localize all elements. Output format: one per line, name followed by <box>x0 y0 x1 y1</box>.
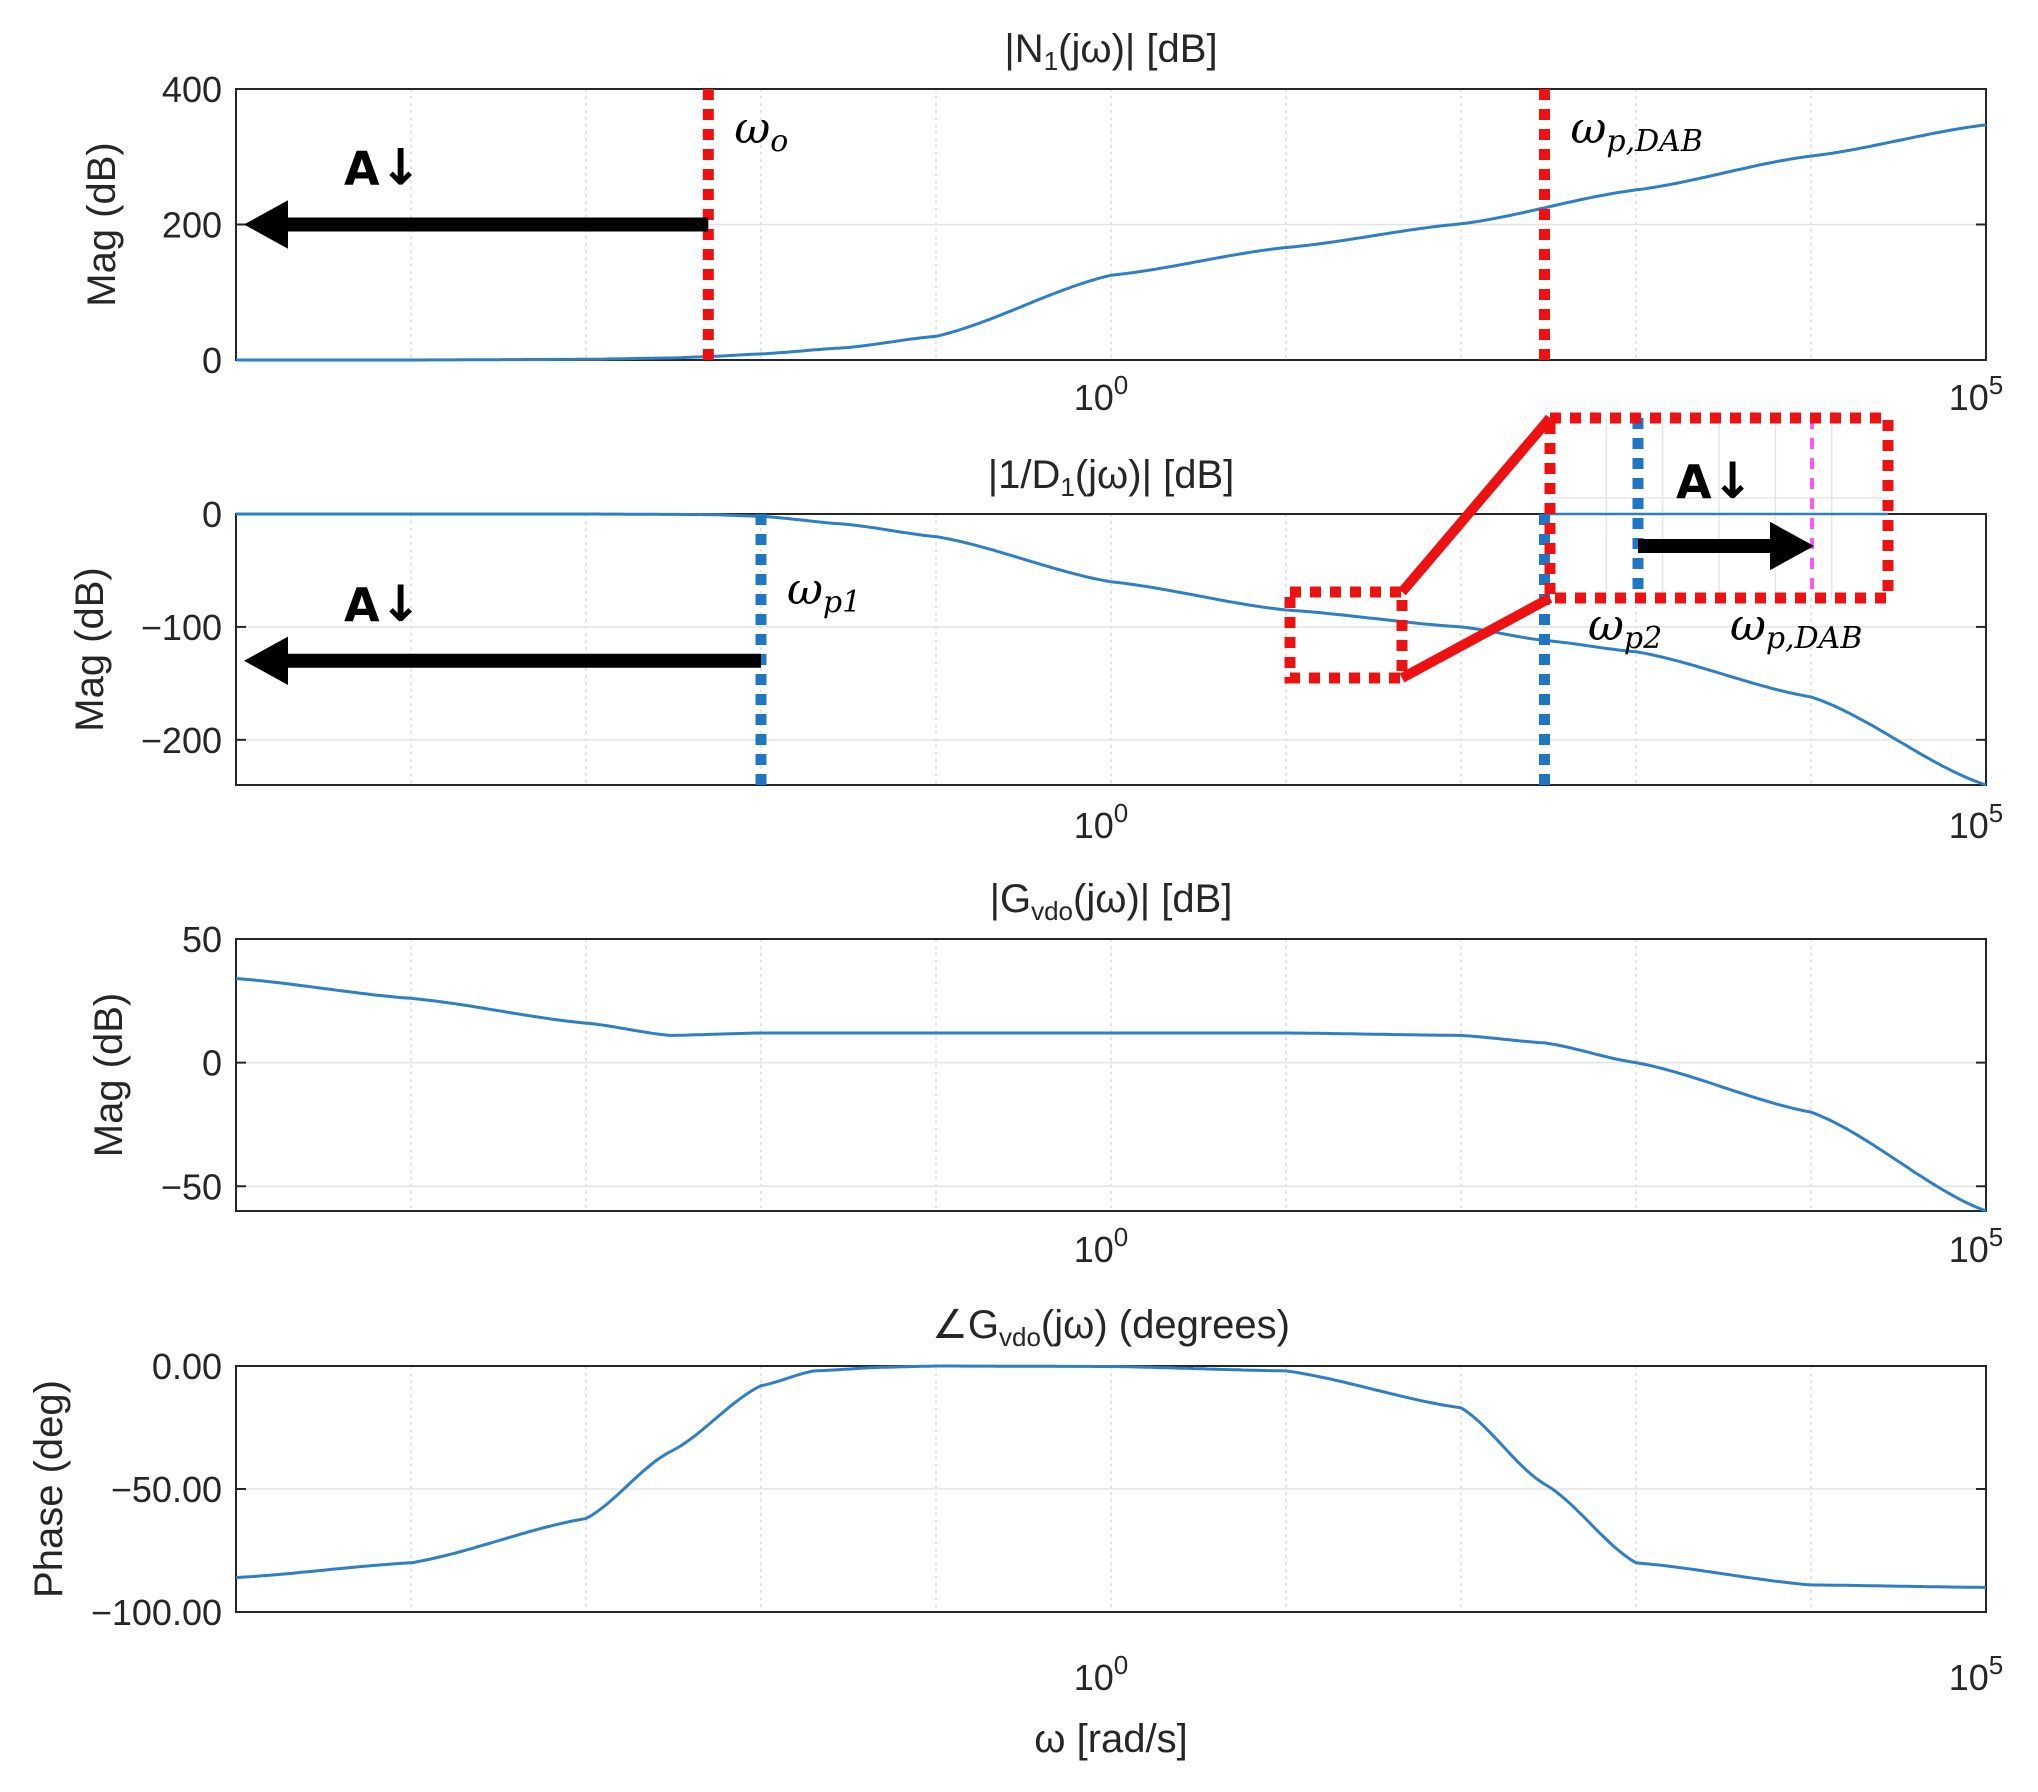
marker-label: ωp1 <box>787 564 861 620</box>
marker-label: ωo <box>734 103 788 159</box>
y-axis-label: Phase (deg) <box>27 1380 71 1598</box>
x-axis-label: ω [rad/s] <box>1034 1717 1188 1761</box>
zoom-connector <box>1398 414 1554 596</box>
arrow-label: A↓ <box>344 139 422 197</box>
axes-box <box>235 938 1987 1212</box>
y-tick-label: 200 <box>162 205 222 246</box>
axes-box <box>235 513 1987 786</box>
y-tick-label: 0 <box>202 340 222 381</box>
panel-gphase: −100.00 −50.00 0.00 100 105 ∠Gvdo(jω) (degree… <box>27 1303 2003 1761</box>
panel-title: |N1(jω)| [dB] <box>1004 27 1217 76</box>
x-tick-label: 105 <box>1949 1650 2004 1698</box>
x-tick-label: 100 <box>1074 1650 1129 1698</box>
y-tick-label: 50 <box>182 919 222 960</box>
zoom-connector <box>1399 593 1553 683</box>
y-tick-label: −200 <box>141 720 222 761</box>
y-axis-label: Mag (dB) <box>68 567 112 732</box>
y-tick-label: −50 <box>161 1166 222 1207</box>
series-line <box>235 1364 1986 1589</box>
series-line <box>236 512 1987 787</box>
panel-gmag: −50 0 50 100 105 |Gvdo(jω)| [dB] Mag (dB) <box>87 877 2003 1270</box>
arrow-label: A↓ <box>344 575 422 633</box>
series-line <box>235 977 1987 1213</box>
inset-box <box>1544 412 1894 604</box>
y-axis-label: Mag (dB) <box>87 993 131 1158</box>
panel-title: |1/D1(jω)| [dB] <box>988 453 1235 502</box>
marker-label: ωp,DAB <box>1570 103 1702 159</box>
y-tick-label: 0.00 <box>152 1346 222 1387</box>
y-tick-label: 0 <box>202 494 222 535</box>
panel-d1: −200 −100 0 100 105 |1/D1(jω)| [dB] Mag (dB) ωp… <box>68 412 2004 846</box>
panel-title: ∠Gvdo(jω) (degrees) <box>932 1303 1290 1352</box>
inset-label-pdab: ωp,DAB <box>1730 600 1862 656</box>
panel-n1: 0 200 400 100 105 |N1(jω)| [dB] Mag (dB) ωo ωp,D… <box>80 27 2003 418</box>
inset-label-p2: ωp2 <box>1588 600 1662 656</box>
x-tick-label: 105 <box>1949 370 2004 418</box>
arrow-head <box>244 636 288 685</box>
panel-title: |Gvdo(jω)| [dB] <box>990 877 1233 926</box>
inset-arrow-label: A↓ <box>1676 452 1754 510</box>
y-tick-label: 400 <box>162 69 222 110</box>
y-tick-label: −50.00 <box>111 1469 222 1510</box>
inset-arrow-head <box>1770 521 1814 571</box>
x-tick-label: 100 <box>1074 370 1129 418</box>
arrow-head <box>244 200 288 249</box>
x-tick-label: 100 <box>1074 1222 1129 1270</box>
y-axis-label: Mag (dB) <box>80 142 124 307</box>
series-line <box>236 123 1987 362</box>
y-tick-label: −100 <box>141 607 222 648</box>
x-tick-label: 105 <box>1949 1222 2004 1270</box>
x-tick-label: 100 <box>1074 798 1129 846</box>
y-tick-label: 0 <box>202 1043 222 1084</box>
x-tick-label: 105 <box>1949 798 2004 846</box>
y-tick-label: −100.00 <box>91 1592 222 1633</box>
